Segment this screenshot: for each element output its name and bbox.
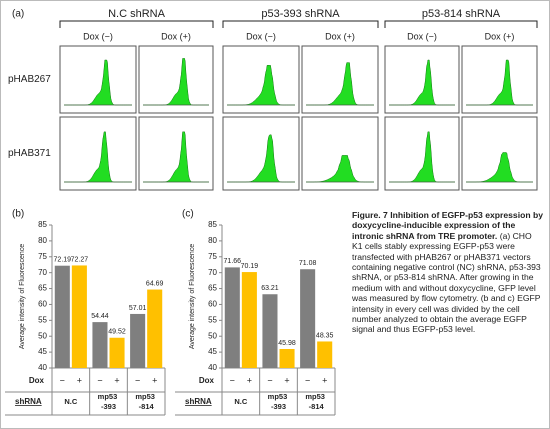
condition-label: Dox (+) xyxy=(161,31,191,41)
value-label: 57.01 xyxy=(129,305,147,312)
category-label: N.C xyxy=(234,397,248,406)
value-label: 71.66 xyxy=(224,258,242,265)
panel-label: (c) xyxy=(182,209,194,220)
y-tick-label: 75 xyxy=(208,252,217,261)
condition-label: Dox (−) xyxy=(83,31,113,41)
series-label: + xyxy=(152,375,157,385)
row-label: Dox xyxy=(29,376,45,385)
bar xyxy=(241,272,257,368)
row-label: shRNA xyxy=(15,397,42,406)
bar xyxy=(130,313,146,368)
series-label: − xyxy=(60,375,65,385)
y-tick-label: 85 xyxy=(208,220,217,229)
group-header: N.C shRNA xyxy=(108,8,166,20)
y-tick-label: 65 xyxy=(38,284,47,293)
bracket xyxy=(222,20,379,28)
y-tick-label: 80 xyxy=(208,236,217,245)
y-tick-label: 60 xyxy=(38,300,47,309)
series-label: − xyxy=(230,375,235,385)
y-tick-label: 70 xyxy=(38,268,47,277)
y-tick-label: 60 xyxy=(208,300,217,309)
y-tick-label: 65 xyxy=(208,284,217,293)
category-label: N.C xyxy=(64,397,78,406)
series-label: + xyxy=(114,375,119,385)
value-label: 72.19 xyxy=(54,257,72,264)
condition-label: Dox (−) xyxy=(407,31,437,41)
bracket xyxy=(59,20,214,28)
value-label: 72.27 xyxy=(71,256,89,263)
caption-title: Figure. 7 Inhibition of EGFP-p53 express… xyxy=(352,210,543,241)
value-label: 54.44 xyxy=(91,313,109,320)
bar xyxy=(224,267,240,368)
value-label: 64.69 xyxy=(146,280,164,287)
series-label: − xyxy=(135,375,140,385)
panel-label: (b) xyxy=(12,209,24,220)
value-label: 71.08 xyxy=(299,260,317,267)
series-label: − xyxy=(305,375,310,385)
value-label: 63.21 xyxy=(261,285,279,292)
series-label: + xyxy=(284,375,289,385)
condition-label: Dox (+) xyxy=(485,31,515,41)
y-axis-title: Average intensity of Fluorescence xyxy=(19,244,26,349)
y-tick-label: 80 xyxy=(38,236,47,245)
y-tick-label: 45 xyxy=(208,347,217,356)
category-label: mp53 -393 xyxy=(268,392,290,411)
row-label: pHAB371 xyxy=(8,148,51,159)
category-label: mp53 -814 xyxy=(135,392,157,411)
group-header: p53-814 shRNA xyxy=(422,8,501,20)
y-tick-label: 85 xyxy=(38,220,47,229)
series-label: − xyxy=(267,375,272,385)
value-label: 45.98 xyxy=(278,340,296,347)
bar xyxy=(300,269,316,368)
y-tick-label: 70 xyxy=(208,268,217,277)
y-tick-label: 55 xyxy=(208,315,217,324)
value-label: 49.52 xyxy=(108,329,126,336)
caption-body: (a) CHO K1 cells stably expressing EGFP-… xyxy=(352,230,541,335)
y-tick-label: 50 xyxy=(38,331,47,340)
bar xyxy=(71,265,87,368)
category-label: mp53 -393 xyxy=(98,392,120,411)
y-tick-label: 40 xyxy=(38,363,47,372)
bracket xyxy=(384,20,538,28)
caption: Figure. 7 Inhibition of EGFP-p53 express… xyxy=(352,210,544,335)
value-label: 70.19 xyxy=(241,263,259,270)
series-label: + xyxy=(77,375,82,385)
bar xyxy=(317,341,333,368)
row-label: pHAB267 xyxy=(8,74,51,85)
category-label: mp53 -814 xyxy=(305,392,327,411)
bar xyxy=(92,322,108,368)
y-tick-label: 55 xyxy=(38,315,47,324)
series-label: + xyxy=(247,375,252,385)
bar xyxy=(262,294,278,368)
y-tick-label: 45 xyxy=(38,347,47,356)
row-label: shRNA xyxy=(185,397,212,406)
condition-label: Dox (+) xyxy=(325,31,355,41)
group-header: p53-393 shRNA xyxy=(261,8,340,20)
y-tick-label: 50 xyxy=(208,331,217,340)
condition-label: Dox (−) xyxy=(246,31,276,41)
bar xyxy=(147,289,163,368)
bar xyxy=(109,337,125,368)
series-label: + xyxy=(322,375,327,385)
bar xyxy=(54,265,70,368)
row-label: Dox xyxy=(199,376,215,385)
y-axis-title: Average intensity of Fluorescence xyxy=(189,244,196,349)
panel-label: (a) xyxy=(12,9,24,20)
y-tick-label: 40 xyxy=(208,363,217,372)
y-tick-label: 75 xyxy=(38,252,47,261)
bar xyxy=(279,348,295,368)
series-label: − xyxy=(97,375,102,385)
value-label: 48.35 xyxy=(316,332,334,339)
